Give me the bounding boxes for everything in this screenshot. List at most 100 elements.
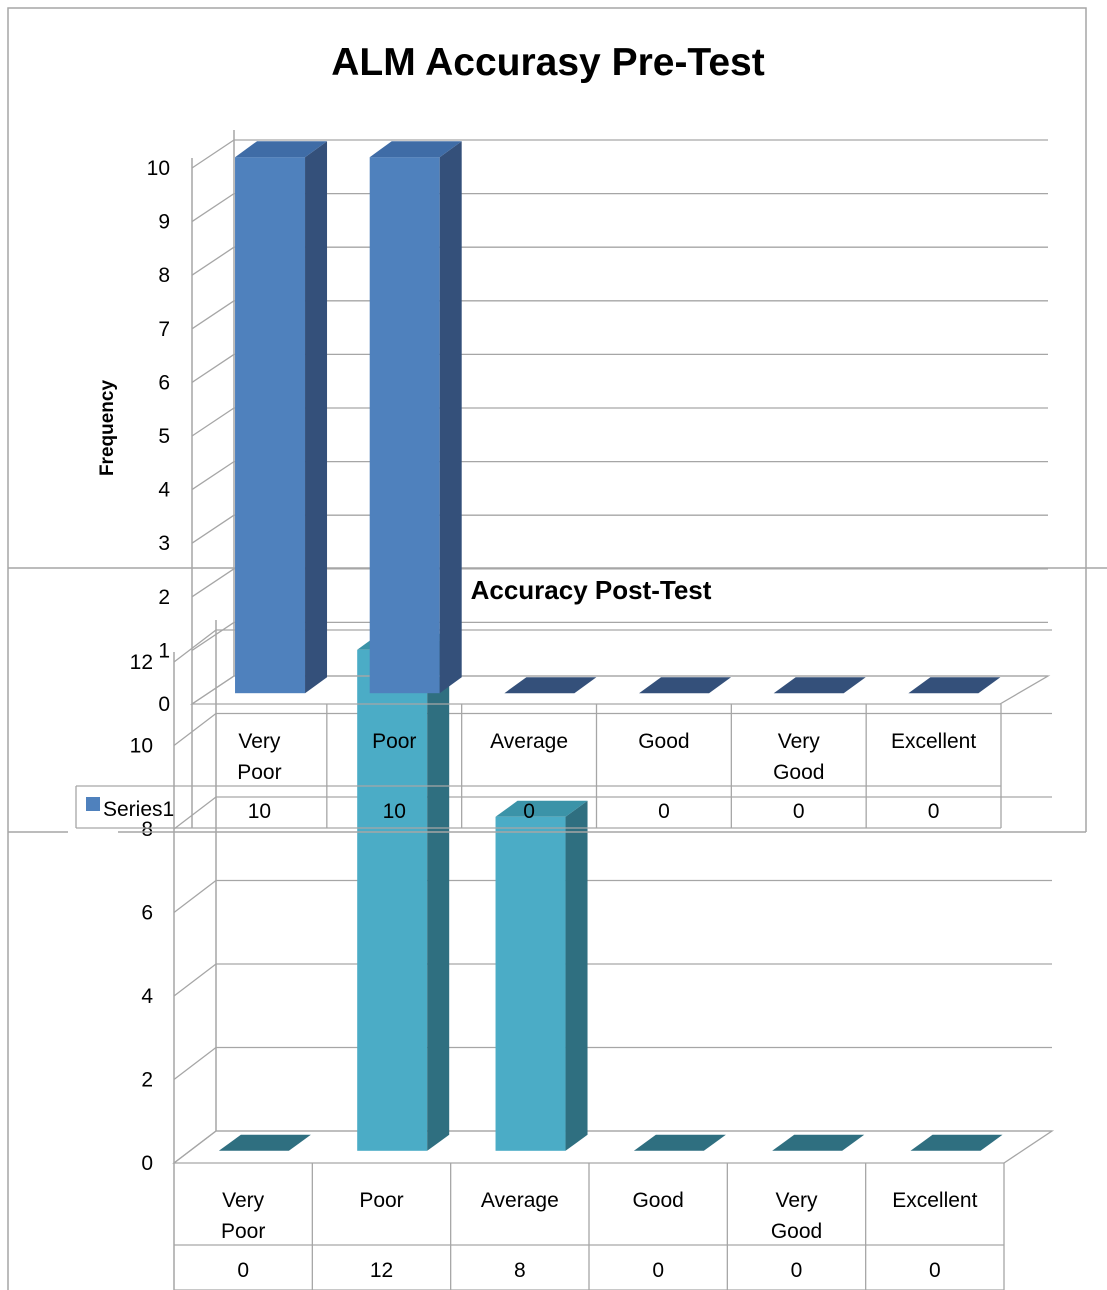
y-tick-label: 4 [158, 479, 170, 502]
x-category-label: Very [222, 1189, 265, 1212]
pre-gridlines [189, 130, 1051, 705]
x-category-label: Poor [237, 761, 281, 784]
gridline [191, 192, 1048, 223]
bar-front [495, 816, 566, 1151]
bar [772, 1134, 865, 1151]
post-data-table: Very Poor 0 Poor 12 Average 8 Good 0 Very Good 0 Exc… [173, 1163, 1005, 1290]
bar [633, 1134, 726, 1151]
y-tick-label: 2 [158, 586, 170, 609]
bar-side [427, 633, 450, 1151]
x-category-label: Good [771, 1220, 822, 1243]
bar-side [565, 800, 588, 1151]
pre-y-axis-label: Frequency [97, 380, 118, 477]
gridline [191, 300, 1048, 330]
data-table-value: 8 [514, 1259, 526, 1282]
gridline [173, 963, 1052, 997]
bar-top [639, 677, 732, 694]
y-tick-label: 0 [141, 1152, 153, 1175]
data-table-value: 10 [383, 800, 406, 823]
data-table-value: 0 [929, 1259, 941, 1282]
bar [235, 141, 328, 694]
bar-side [305, 141, 328, 694]
bar [504, 677, 597, 694]
x-category-label: Very [238, 730, 281, 753]
bar-top [772, 1134, 865, 1151]
legend-series-name: Series1 [103, 798, 174, 821]
gridline [191, 621, 1048, 651]
bar-front [235, 157, 306, 694]
pre-chart-title: ALM Accurasy Pre-Test [331, 41, 764, 84]
y-tick-label: 12 [130, 651, 153, 674]
pre-test-chart: ALM Accurasy Pre-Test Frequency 01234567… [7, 7, 1087, 833]
y-tick-label: 2 [141, 1069, 153, 1092]
bar [639, 677, 732, 694]
gridline [191, 514, 1048, 544]
bar-front [357, 649, 428, 1151]
post-y-axis-ticks: 0 2 4 6 8 10 12 [130, 651, 154, 1175]
x-category-label: Very [775, 1189, 818, 1212]
gridline [173, 1046, 1052, 1081]
data-table-value: 12 [370, 1259, 393, 1282]
post-gridlines [172, 620, 1055, 1164]
data-table-value: 0 [928, 800, 940, 823]
bar-top [218, 1134, 311, 1151]
data-table-value: 0 [793, 800, 805, 823]
data-table-value: 0 [237, 1259, 249, 1282]
y-tick-label: 4 [141, 985, 153, 1008]
gridline [173, 712, 1052, 747]
y-tick-label: 8 [141, 818, 153, 841]
legend-swatch [86, 797, 100, 811]
pre-chart-border [7, 7, 1087, 832]
bar [773, 677, 866, 694]
data-table-value: 0 [791, 1259, 803, 1282]
x-category-label: Good [638, 730, 689, 753]
gridline [191, 246, 1048, 276]
y-tick-label: 10 [130, 735, 153, 758]
x-category-label: Average [481, 1189, 559, 1212]
gridline [191, 353, 1048, 383]
bar-top [369, 141, 462, 158]
gridline [173, 879, 1052, 914]
bar [908, 677, 1001, 694]
bar-top [495, 800, 588, 817]
y-tick-label: 6 [158, 371, 170, 394]
bar [369, 141, 462, 694]
x-category-label: Poor [359, 1189, 403, 1212]
y-tick-label: 10 [147, 157, 170, 180]
gridline [191, 139, 1048, 169]
data-table-value: 0 [652, 1259, 664, 1282]
bar-side [439, 141, 462, 694]
y-tick-label: 9 [158, 211, 170, 234]
gridline [191, 568, 1048, 598]
y-tick-label: 7 [158, 318, 170, 341]
x-category-label: Good [632, 1189, 683, 1212]
data-table-value: 0 [658, 800, 670, 823]
x-category-label: Poor [221, 1220, 265, 1243]
pre-y-axis-ticks: 0 1 2 3 4 5 6 7 8 9 10 [147, 157, 171, 716]
bar-top [235, 141, 328, 158]
x-category-label: Poor [372, 730, 416, 753]
pre-data-table: Very Poor 10 Poor 10 Average 0 Good 0 Very Good 0 Ex… [75, 704, 1002, 829]
data-table-value: 0 [523, 800, 535, 823]
bar-top [910, 1134, 1003, 1151]
bar [910, 1134, 1003, 1151]
x-category-label: Good [773, 761, 824, 784]
bar [357, 633, 450, 1151]
gridline [191, 460, 1048, 491]
gridline [191, 407, 1048, 437]
post-bars [218, 633, 1003, 1151]
bar-top [773, 677, 866, 694]
bar [495, 800, 588, 1151]
x-category-label: Average [490, 730, 568, 753]
bar-top [504, 677, 597, 694]
x-category-label: Excellent [892, 1189, 977, 1212]
x-category-label: Excellent [891, 730, 976, 753]
y-tick-label: 1 [158, 639, 170, 662]
gridline [173, 796, 1052, 830]
x-category-label: Very [778, 730, 821, 753]
y-tick-label: 8 [158, 264, 170, 287]
y-tick-label: 5 [158, 425, 170, 448]
bar [218, 1134, 311, 1151]
